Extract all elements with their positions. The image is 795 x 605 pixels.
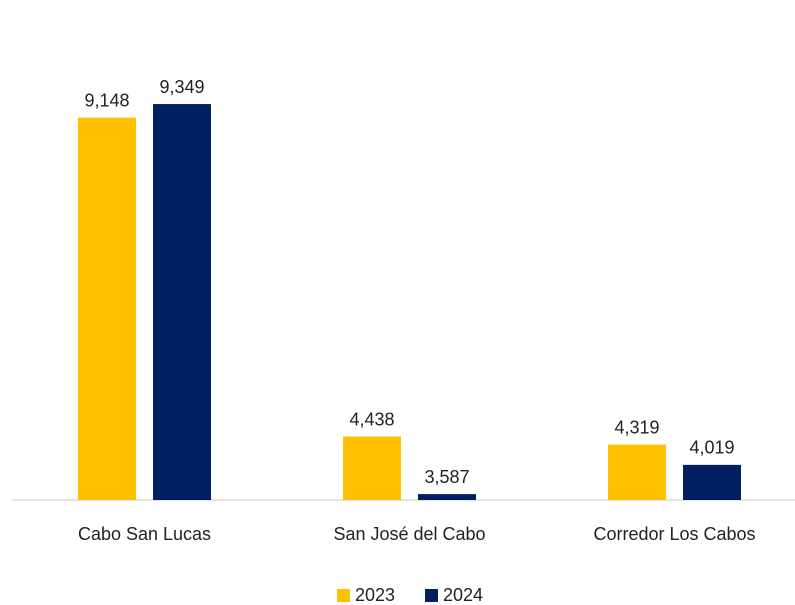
bar (153, 104, 211, 501)
legend-swatch (337, 589, 350, 602)
value-label: 4,019 (689, 438, 734, 458)
value-label: 3,587 (424, 467, 469, 487)
value-label: 9,148 (84, 90, 129, 110)
value-label: 4,438 (349, 409, 394, 429)
x-tick-label: Corredor Los Cabos (593, 524, 755, 544)
legend-label: 2023 (355, 585, 395, 605)
value-label: 4,319 (614, 417, 659, 437)
bar (418, 494, 476, 500)
x-tick-label: San José del Cabo (333, 524, 485, 544)
bar (343, 436, 401, 500)
bar (608, 444, 666, 500)
x-tick-label: Cabo San Lucas (78, 524, 211, 544)
bar (78, 117, 136, 501)
bar (683, 464, 741, 500)
legend-swatch (425, 589, 438, 602)
legend-label: 2024 (443, 585, 483, 605)
value-label: 9,349 (159, 77, 204, 97)
